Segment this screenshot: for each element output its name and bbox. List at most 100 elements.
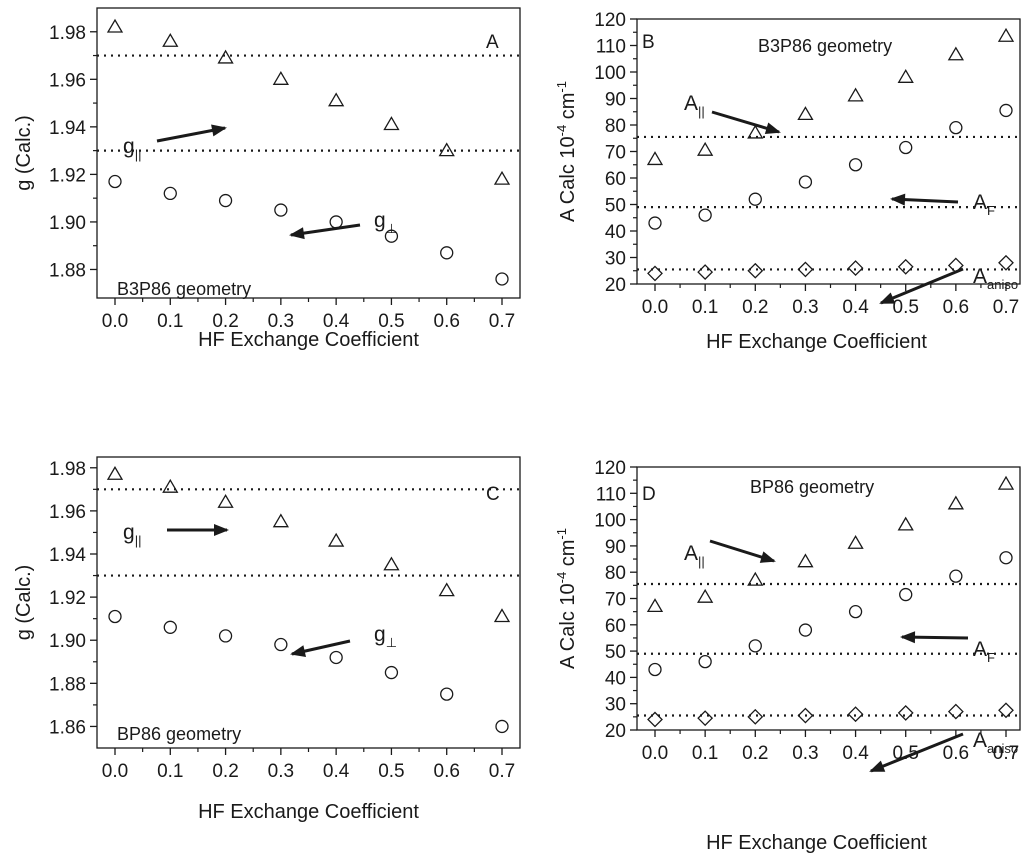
y-tick-label: 50 [605,196,626,217]
series-label: Aaniso [973,729,1018,756]
x-tick-label: 0.3 [268,761,294,782]
series-label: A|| [684,542,705,569]
y-tick-label: 110 [596,37,626,58]
x-tick-label: 0.7 [993,297,1019,318]
circle-marker [329,215,343,229]
series-label: AF [973,638,995,665]
y-tick-label: 60 [605,169,626,190]
y-tick-label: 1.92 [49,588,86,609]
plot-frame [96,456,521,749]
diamond-marker [847,706,864,723]
arrow-head [214,524,229,536]
diamond-marker [797,707,814,724]
plot-frame [636,466,1021,731]
y-tick-label: 80 [605,116,626,137]
circle-marker [440,687,454,701]
triangle-marker [106,18,124,33]
y-tick-label: 20 [605,721,626,742]
x-tick-label: 0.7 [489,311,515,332]
x-tick-label: 0.4 [842,743,869,764]
circle-marker [329,650,343,665]
panel-letter: B [642,32,655,53]
circle-marker [648,216,662,230]
circle-marker [274,203,288,217]
arrow-head [900,631,916,644]
y-tick-label: 1.92 [49,165,86,186]
x-tick-label: 0.2 [742,743,768,764]
x-tick-label: 0.2 [212,761,238,782]
diamond-marker [998,702,1014,719]
x-tick-label: 0.1 [692,743,718,764]
triangle-marker [438,582,455,597]
x-tick-label: 0.6 [943,743,969,764]
diamond-marker [897,704,914,721]
circle-marker [163,186,177,201]
triangle-marker [438,142,455,157]
panel-letter: A [486,32,499,53]
circle-marker [798,175,813,189]
y-tick-label: 1.88 [49,260,86,281]
y-tick-label: 20 [605,275,626,296]
x-tick-label: 0.6 [434,761,460,782]
annotation-arrow [870,732,964,773]
x-tick-label: 0.3 [792,743,818,764]
circle-marker [798,623,813,637]
x-tick-label: 0.3 [268,311,294,332]
x-tick-label: 0.0 [642,743,668,764]
triangle-marker [997,475,1015,490]
y-tick-label: 1.90 [49,631,86,652]
triangle-marker [328,92,345,107]
x-tick-label: 0.7 [993,743,1019,764]
x-tick-label: 0.6 [434,311,460,332]
y-tick-label: 60 [605,616,626,637]
y-tick-label: 110 [596,484,626,505]
x-tick-label: 0.2 [212,311,238,332]
diamond-marker [647,711,663,728]
diamond-marker [998,254,1014,271]
circle-marker [218,629,233,643]
geometry-annotation: B3P86 geometry [758,36,892,56]
triangle-marker [328,532,345,547]
arrow-head [890,193,906,206]
triangle-marker [272,513,289,528]
x-axis-label: HF Exchange Coefficient [706,331,927,353]
triangle-marker [697,141,714,156]
circle-marker [848,605,863,619]
triangle-marker [847,534,864,549]
y-tick-label: 40 [605,668,626,689]
circle-marker [218,193,233,208]
triangle-marker [947,495,964,510]
series-label: AF [973,191,995,218]
triangle-marker [797,553,814,568]
y-tick-label: 120 [594,458,626,479]
triangle-marker [697,588,714,603]
x-tick-label: 0.5 [893,297,919,318]
x-tick-label: 0.2 [742,297,768,318]
triangle-marker [162,32,179,47]
diamond-marker [697,264,714,280]
x-tick-label: 0.1 [692,297,718,318]
series-label: g⊥ [374,209,397,236]
x-tick-label: 0.7 [489,761,515,782]
y-tick-label: 1.88 [49,674,86,695]
arrow-head [764,122,781,135]
y-tick-label: 1.90 [49,213,86,234]
circle-marker [384,665,399,680]
arrow-head [289,227,305,240]
x-axis-label: HF Exchange Coefficient [198,801,419,823]
x-tick-label: 0.0 [102,311,128,332]
circle-marker [698,654,712,669]
y-axis-label: g (Calc.) [13,565,35,641]
series-label: A|| [684,92,705,119]
x-tick-label: 0.4 [842,297,869,318]
circle-marker [384,229,399,243]
diamond-marker [797,261,814,278]
circle-marker [748,639,762,653]
circle-marker [495,272,509,286]
triangle-marker [272,71,289,85]
y-tick-label: 1.96 [49,502,86,523]
y-tick-label: 30 [605,695,626,716]
triangle-marker [383,116,400,131]
circle-marker [698,208,712,222]
